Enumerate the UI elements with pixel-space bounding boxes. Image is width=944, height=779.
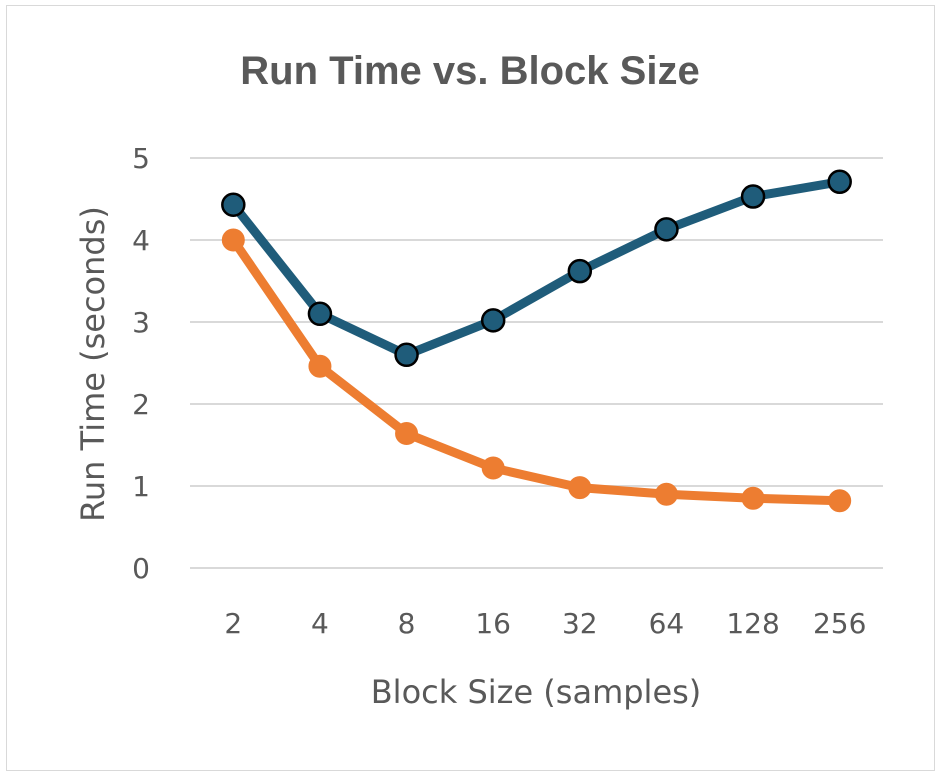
y-tick-label: 5 <box>132 142 150 175</box>
chart-title: Run Time vs. Block Size <box>240 49 699 93</box>
x-tick-label: 2 <box>224 607 242 640</box>
y-tick-label: 3 <box>132 306 150 339</box>
series-2 <box>221 228 852 513</box>
series-2-line <box>228 235 845 506</box>
x-tick-label: 16 <box>475 607 511 640</box>
x-tick-label: 256 <box>813 607 866 640</box>
series-1-line <box>228 177 845 360</box>
series-1-point <box>307 301 333 327</box>
series-1-point <box>740 184 766 209</box>
y-axis-title: Run Time (seconds) <box>74 206 112 522</box>
series-1-point <box>221 192 246 217</box>
x-tick-label: 8 <box>398 607 416 640</box>
y-tick-label: 1 <box>132 470 150 503</box>
series-2-point <box>828 489 852 513</box>
series-1 <box>221 169 852 368</box>
series-2-point <box>395 422 419 446</box>
series-1-point <box>394 342 419 368</box>
x-tick-label: 128 <box>726 607 779 640</box>
y-tick-label: 4 <box>132 224 150 257</box>
series-2-point <box>654 482 678 506</box>
series-2-point <box>481 456 505 480</box>
series-1-point <box>480 308 506 333</box>
x-tick-label: 32 <box>562 607 598 640</box>
x-axis-title: Block Size (samples) <box>371 673 702 711</box>
y-tick-label: 0 <box>132 552 150 585</box>
series-2-point <box>308 354 332 378</box>
y-tick-label: 2 <box>132 388 150 421</box>
series-2-point <box>568 476 592 500</box>
x-axis-ticks: 2 4 8 16 32 64 128 256 <box>224 607 866 640</box>
series-1-point <box>654 217 679 242</box>
series-1-point <box>567 258 593 284</box>
y-axis-ticks: 0 1 2 3 4 5 <box>132 142 150 585</box>
series-1-point <box>827 169 852 195</box>
gridlines <box>190 157 883 569</box>
series-2-point <box>741 486 765 510</box>
series-2-point <box>221 228 245 252</box>
x-tick-label: 64 <box>649 607 685 640</box>
series-layer <box>221 169 852 513</box>
chart-frame <box>6 5 935 771</box>
x-tick-label: 4 <box>311 607 329 640</box>
